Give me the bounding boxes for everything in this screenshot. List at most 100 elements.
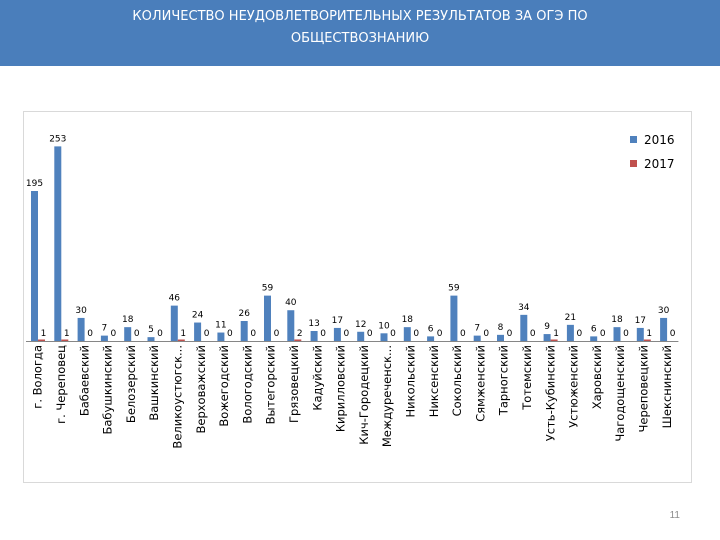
bar-2016	[147, 337, 155, 341]
data-label-2016: 17	[332, 316, 343, 326]
x-tick-label: Вологодский	[240, 345, 254, 424]
bar-2017	[294, 339, 302, 341]
x-tick-label: Великоустюгск...	[170, 345, 184, 449]
x-tick-label: Вашкинский	[147, 345, 161, 421]
chart-area: 195 1 г. Вологда 253 1 г. Череповец 30 0 Бабаевс…	[23, 111, 692, 483]
bar-2016	[264, 295, 271, 341]
data-label-2016: 195	[26, 179, 43, 189]
data-label-2017: 0	[577, 329, 583, 339]
x-tick-label: Шекснинский	[660, 345, 674, 428]
x-tick-label: Бабаевский	[77, 345, 91, 416]
data-label-2016: 9	[544, 322, 550, 332]
data-label-2017: 0	[227, 329, 233, 339]
data-label-2016: 11	[215, 321, 226, 331]
data-label-2016: 18	[611, 315, 623, 325]
page-number: 11	[669, 510, 680, 521]
x-tick-label: Чагодощенский	[613, 345, 627, 442]
data-label-2016: 26	[238, 309, 250, 319]
x-tick-label: Харовский	[590, 345, 604, 409]
x-tick-label: Вожегодский	[217, 345, 231, 427]
bar-2016	[660, 317, 668, 341]
x-tick-label: Вытегорский	[264, 345, 278, 424]
data-label-2017: 0	[157, 329, 163, 339]
bar-2017	[38, 339, 45, 341]
bar-2016	[543, 334, 551, 341]
data-label-2017: 0	[250, 329, 256, 339]
bar-2016	[54, 146, 62, 341]
x-tick-label: Череповецкий	[636, 345, 650, 432]
data-label-2017: 0	[413, 329, 419, 339]
bar-2016	[240, 321, 248, 341]
x-tick-label: Усть-Кубинский	[543, 345, 557, 441]
data-label-2017: 0	[367, 329, 373, 339]
data-label-2017: 0	[600, 329, 606, 339]
data-label-2016: 6	[428, 324, 434, 334]
data-label-2017: 1	[180, 329, 186, 339]
data-label-2016: 10	[378, 321, 390, 331]
data-label-2016: 12	[355, 320, 366, 330]
x-tick-label: г. Череповец	[54, 345, 68, 424]
data-label-2017: 0	[390, 329, 396, 339]
data-label-2016: 6	[591, 324, 597, 334]
bar-2016	[31, 191, 38, 341]
bar-2017	[550, 339, 558, 341]
data-label-2017: 2	[297, 329, 303, 339]
data-label-2016: 18	[122, 315, 134, 325]
bar-2016	[497, 334, 504, 341]
data-label-2016: 7	[102, 324, 108, 334]
x-tick-label: Никсенский	[427, 345, 441, 417]
x-tick-label: Бабушкинский	[101, 345, 115, 435]
bar-2016	[520, 314, 528, 341]
data-label-2017: 1	[646, 329, 652, 339]
x-tick-label: Тотемский	[520, 345, 534, 411]
bar-2016	[357, 331, 365, 341]
data-label-2016: 40	[285, 298, 297, 308]
bar-2016	[287, 310, 295, 341]
data-label-2016: 59	[448, 284, 460, 294]
data-label-2016: 18	[402, 315, 414, 325]
bar-2016	[170, 305, 178, 341]
legend-swatch-2016	[630, 136, 637, 143]
data-label-2017: 0	[530, 329, 536, 339]
data-label-2016: 5	[148, 325, 154, 335]
legend-swatch-2017	[630, 160, 637, 167]
bar-2016	[636, 327, 644, 341]
data-label-2016: 8	[498, 323, 504, 333]
data-label-2017: 0	[111, 329, 117, 339]
bar-2016	[380, 333, 388, 341]
data-label-2016: 7	[474, 324, 480, 334]
x-tick-label: Сокольский	[450, 345, 464, 416]
data-label-2017: 0	[507, 329, 513, 339]
bar-2016	[124, 327, 132, 341]
data-label-2016: 30	[75, 306, 87, 316]
data-label-2017: 0	[670, 329, 676, 339]
x-tick-label: Междуреченск...	[380, 345, 394, 447]
data-label-2016: 34	[518, 303, 530, 313]
bar-2017	[643, 339, 651, 341]
bar-2016	[403, 327, 411, 341]
bar-2016	[100, 335, 108, 341]
data-label-2017: 0	[204, 329, 210, 339]
bar-2016	[613, 327, 621, 341]
bar-2016	[333, 327, 341, 341]
data-label-2017: 0	[623, 329, 629, 339]
data-label-2017: 1	[64, 329, 70, 339]
data-label-2017: 0	[483, 329, 489, 339]
data-label-2017: 0	[320, 329, 326, 339]
bar-2016	[590, 336, 598, 341]
data-label-2016: 21	[565, 313, 576, 323]
data-label-2017: 1	[553, 329, 559, 339]
bar-2016	[450, 295, 458, 341]
x-tick-label: Никольский	[403, 345, 417, 417]
x-tick-label: г. Вологда	[31, 345, 45, 409]
data-label-2016: 17	[635, 316, 646, 326]
x-tick-label: Верховажский	[194, 345, 208, 434]
title-line-1: КОЛИЧЕСТВО НЕУДОВЛЕТВОРИТЕЛЬНЫХ РЕЗУЛЬТА…	[132, 9, 588, 24]
slide-title: КОЛИЧЕСТВО НЕУДОВЛЕТВОРИТЕЛЬНЫХ РЕЗУЛЬТА…	[60, 6, 660, 50]
data-label-2017: 0	[134, 329, 140, 339]
bar-2016	[194, 322, 202, 341]
bar-2017	[61, 339, 69, 341]
data-label-2016: 59	[262, 284, 274, 294]
bar-2017	[177, 339, 185, 341]
